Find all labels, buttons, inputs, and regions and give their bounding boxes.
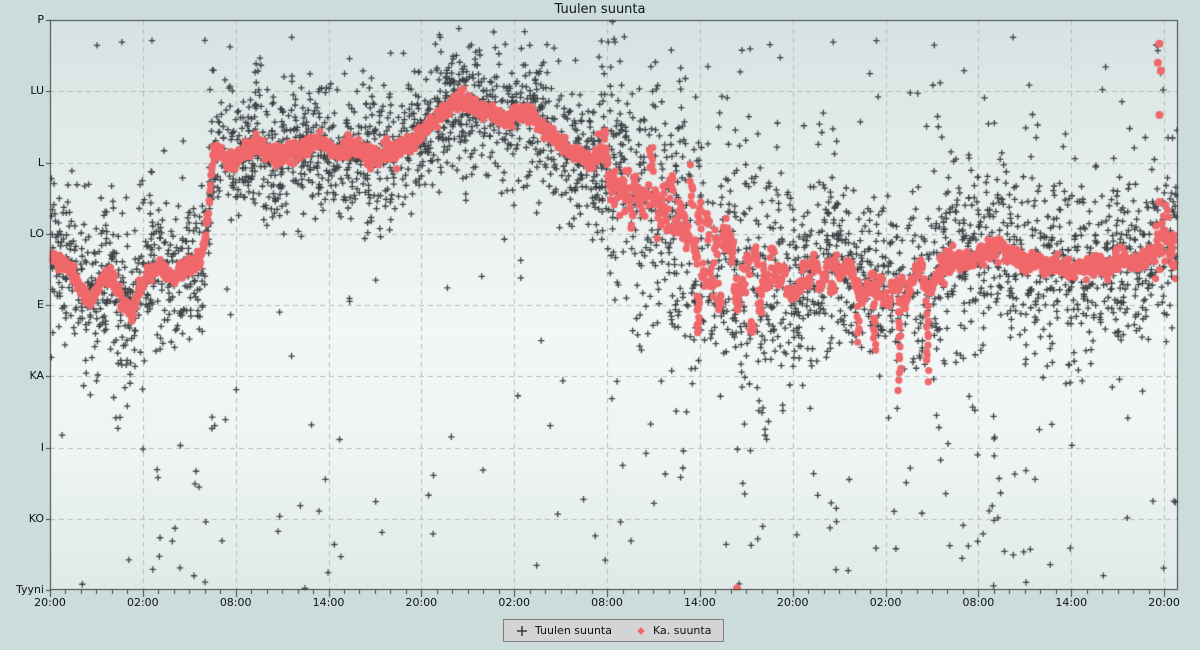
x-tick-label: 20:00 [776,596,809,609]
y-tick-label: LO [29,226,44,240]
y-tick-label: KO [28,511,44,525]
x-tick-label: 14:00 [312,596,345,609]
y-tick-label: I [40,440,44,454]
legend-label-avg-direction: Ka. suunta [652,624,712,637]
x-tick-label: 20:00 [405,596,438,609]
x-tick-label: 02:00 [126,596,159,609]
x-tick-label: 20:00 [1148,596,1180,609]
y-tick-label: P [37,13,44,26]
diamond-marker-icon [637,626,645,635]
x-tick-label: 20:00 [34,596,66,609]
x-tick-label: 14:00 [684,596,716,609]
y-tick-label: Tyyni [15,583,44,596]
legend-item-avg-direction: Ka. suunta [636,624,711,637]
plus-marker-icon [517,625,527,636]
x-tick-label: 08:00 [219,596,252,609]
x-tick-label: 02:00 [869,596,902,609]
x-tick-label: 02:00 [498,596,531,609]
x-tick-label: 14:00 [1055,596,1088,609]
x-tick-label: 08:00 [591,596,623,609]
y-tick-label: L [37,155,44,169]
legend: Tuulen suunta Ka. suunta [503,619,725,642]
y-tick-label: E [37,298,44,311]
y-tick-label: LU [30,84,44,98]
legend-item-wind-direction: Tuulen suunta [516,624,612,637]
y-tick-label: KA [29,369,44,383]
legend-label-wind-direction: Tuulen suunta [535,624,612,637]
x-tick-label: 08:00 [962,596,995,609]
